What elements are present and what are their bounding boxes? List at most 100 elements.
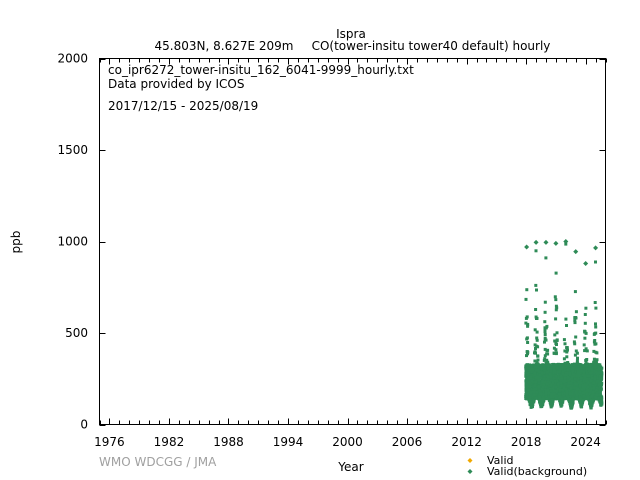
data-point — [547, 364, 550, 368]
data-point — [535, 375, 539, 379]
data-point — [583, 377, 587, 381]
data-point — [552, 351, 556, 355]
data-point-peak — [533, 239, 539, 245]
data-point — [565, 355, 569, 359]
data-point — [538, 373, 542, 377]
data-point — [573, 377, 577, 381]
data-point — [545, 352, 549, 356]
data-point — [598, 381, 602, 385]
data-point — [541, 385, 545, 389]
data-point — [565, 346, 569, 350]
data-point — [590, 402, 594, 406]
data-point — [570, 383, 574, 387]
data-point — [565, 392, 569, 396]
data-point — [563, 349, 567, 353]
data-point — [598, 390, 602, 394]
data-point — [550, 393, 553, 396]
data-point — [576, 367, 580, 371]
data-point — [575, 375, 579, 379]
data-point — [589, 391, 592, 395]
data-point — [566, 368, 570, 372]
data-point — [564, 375, 568, 378]
legend-label: Valid — [487, 454, 514, 467]
data-point — [545, 370, 548, 374]
data-point — [555, 339, 559, 342]
data-point — [579, 374, 583, 378]
data-point — [594, 325, 598, 329]
data-point — [539, 403, 542, 407]
x-axis: 1976 1982 1988 1994 2000 2006 2012 2018 2024 — [94, 58, 607, 449]
data-point — [592, 340, 596, 344]
data-point — [530, 379, 534, 383]
data-point — [573, 290, 577, 294]
data-point — [574, 391, 578, 394]
y-tick-label: 2000 — [57, 52, 88, 66]
data-point — [568, 377, 572, 381]
data-point — [543, 320, 547, 324]
data-point — [524, 297, 528, 301]
data-point — [538, 388, 542, 392]
data-point — [535, 316, 539, 320]
data-point — [551, 370, 555, 374]
data-point — [561, 388, 565, 392]
data-point — [576, 372, 580, 376]
data-point — [554, 271, 558, 275]
data-point — [549, 395, 553, 399]
data-point — [553, 379, 557, 383]
data-point — [584, 347, 588, 351]
data-point — [551, 363, 555, 366]
data-point — [530, 405, 534, 409]
data-point — [538, 396, 542, 399]
data-point — [534, 380, 538, 384]
data-point — [533, 343, 537, 347]
data-point — [598, 399, 602, 403]
data-point — [587, 381, 591, 385]
data-point — [544, 392, 548, 396]
data-point — [581, 398, 585, 402]
data-point — [526, 341, 530, 344]
chart-subtitle-location: 45.803N, 8.627E 209m — [155, 39, 294, 53]
data-point — [570, 403, 574, 407]
y-tick-label: 1000 — [57, 235, 88, 249]
data-point — [592, 332, 596, 336]
data-point — [546, 362, 550, 365]
data-point — [554, 298, 558, 302]
data-point — [571, 369, 575, 373]
data-point — [579, 405, 583, 409]
data-point — [540, 387, 544, 391]
data-point — [580, 388, 584, 392]
data-point — [587, 369, 591, 373]
data-point — [589, 374, 592, 378]
data-point — [536, 366, 540, 370]
data-point — [566, 375, 570, 379]
data-point — [551, 388, 555, 391]
data-point — [591, 399, 595, 403]
data-point — [572, 379, 576, 383]
data-point — [540, 405, 544, 408]
data-point — [552, 392, 556, 396]
data-point — [533, 371, 537, 375]
data-point — [555, 306, 559, 310]
data-point — [543, 368, 547, 372]
data-point — [554, 385, 558, 389]
data-point — [583, 336, 587, 340]
data-point — [542, 383, 546, 387]
data-point — [594, 260, 597, 264]
data-point — [542, 395, 546, 398]
data-point — [562, 338, 566, 342]
x-tick-label: 2024 — [570, 435, 601, 449]
data-point — [560, 398, 564, 402]
data-point — [578, 384, 582, 388]
data-point — [543, 333, 547, 336]
data-point — [544, 361, 548, 365]
data-point — [534, 249, 538, 253]
data-point — [535, 368, 539, 372]
data-point — [555, 379, 559, 383]
data-point — [565, 324, 568, 327]
data-point — [542, 358, 546, 362]
data-point — [572, 381, 576, 385]
data-point — [567, 362, 571, 366]
data-point — [549, 369, 553, 373]
data-point — [573, 316, 577, 320]
